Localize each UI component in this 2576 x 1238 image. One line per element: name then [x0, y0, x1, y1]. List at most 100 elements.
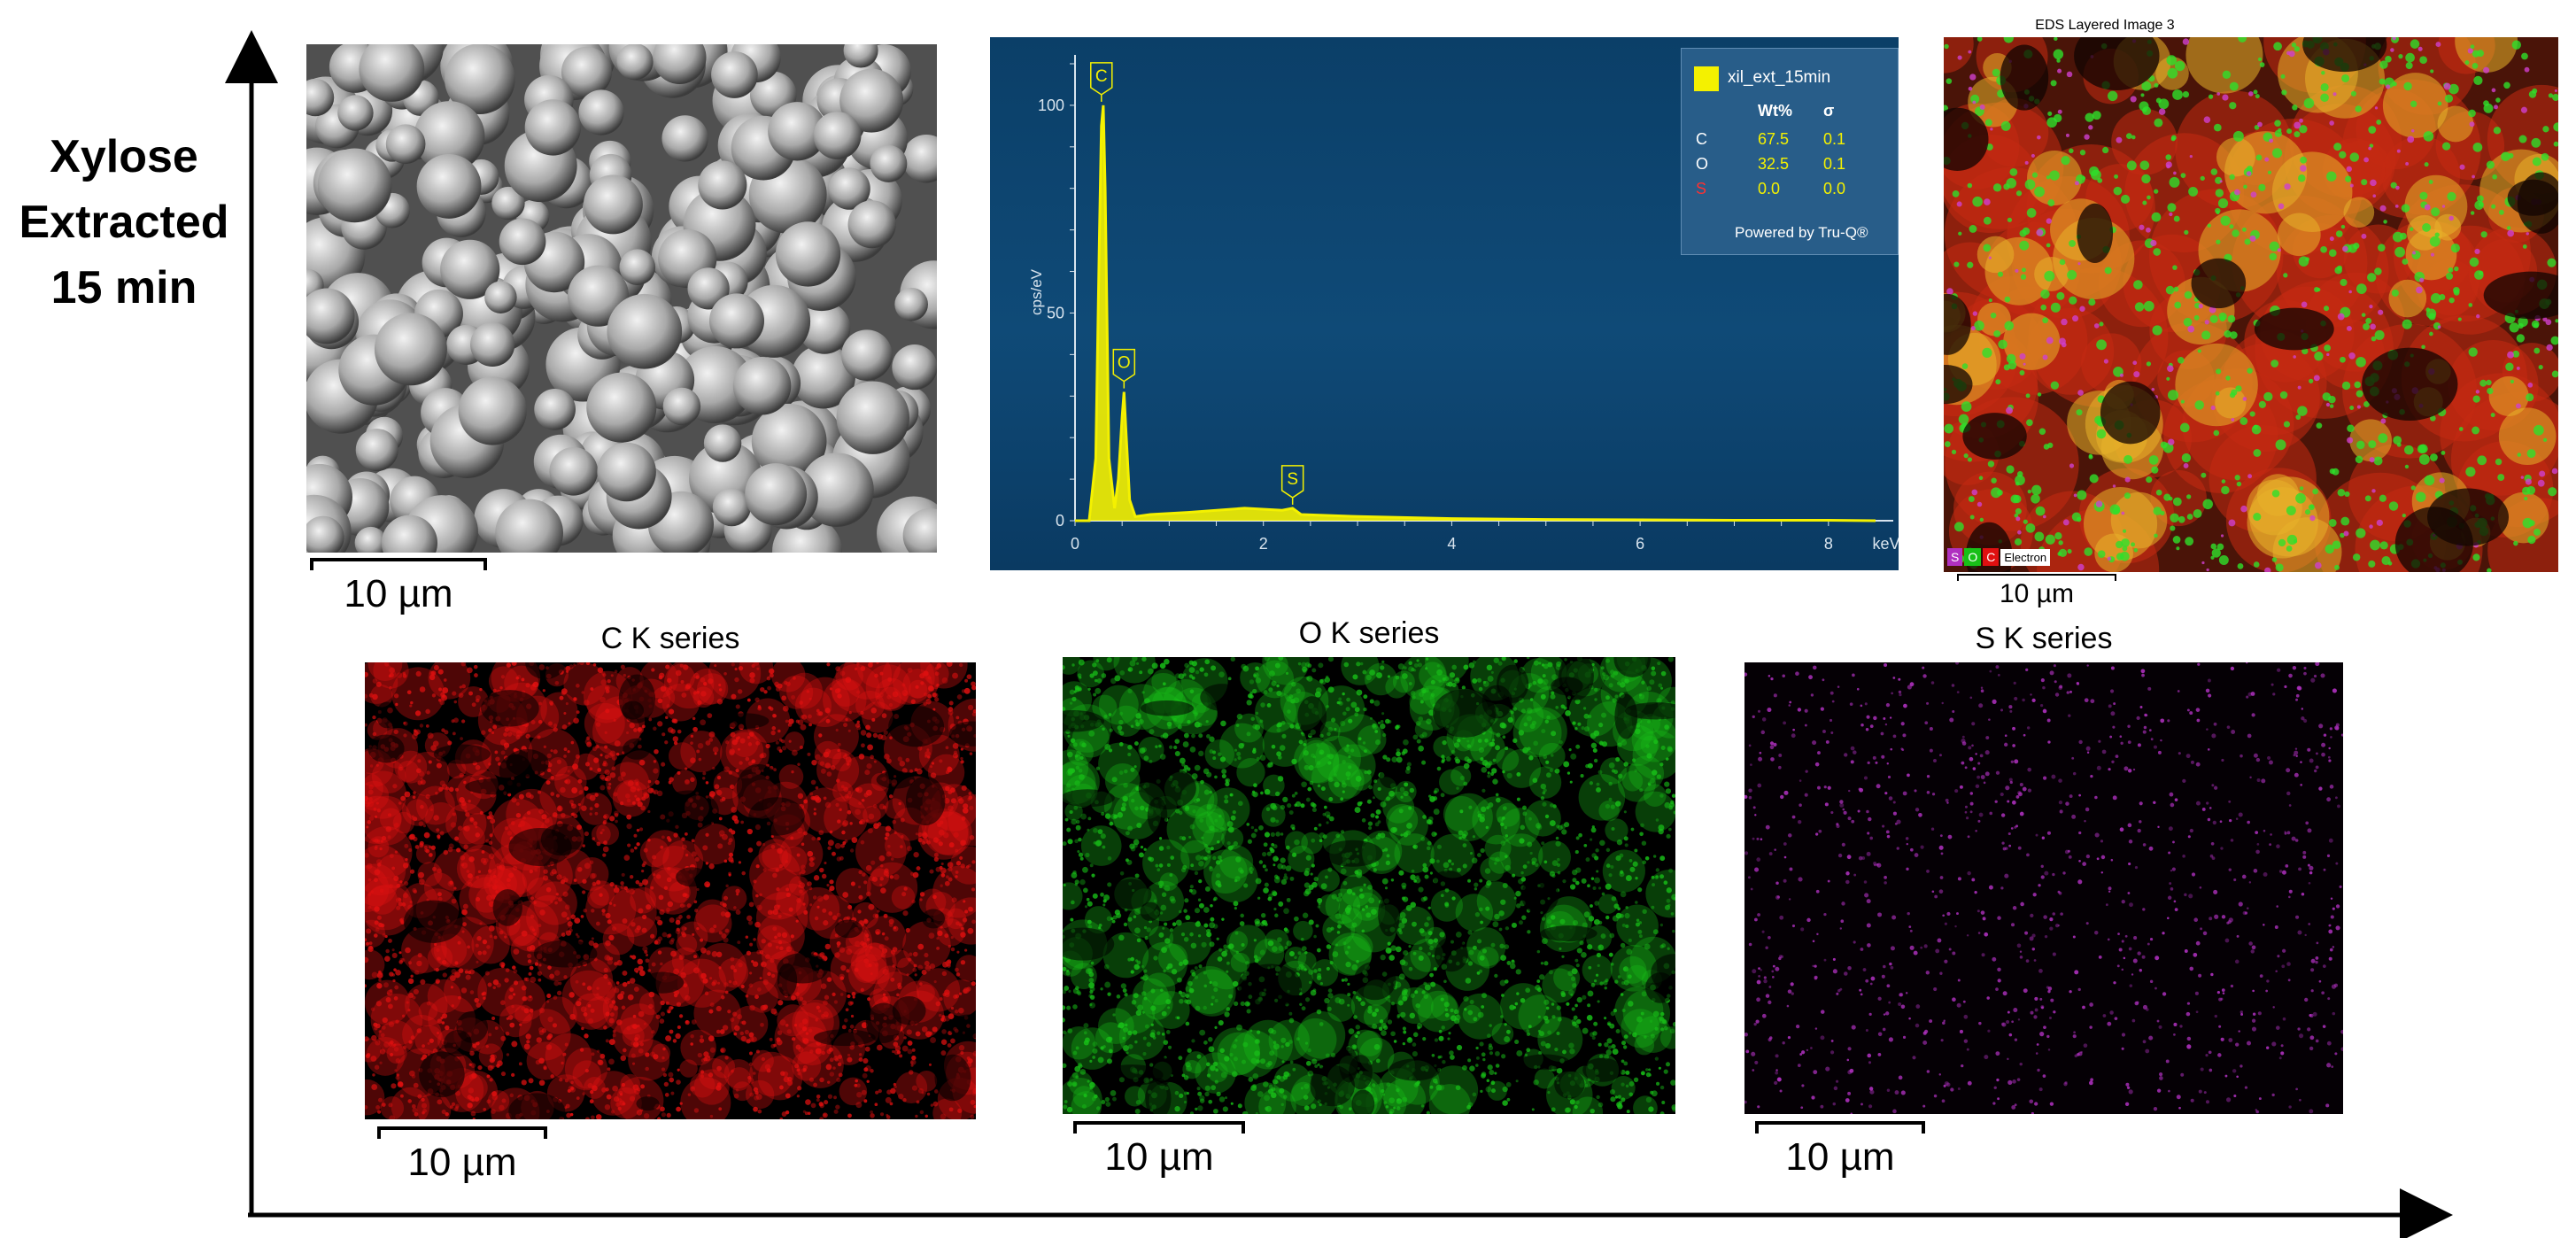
- sem-particle: [902, 508, 937, 553]
- peak-label: O: [1118, 354, 1131, 373]
- sem-scale-bar: 10 µm: [310, 558, 487, 615]
- legend-row-s-element: S: [1696, 180, 1707, 197]
- sem-particle: [374, 313, 447, 386]
- sem-particle: [597, 442, 656, 502]
- map-title-s: S K series: [1975, 622, 2113, 655]
- spectrum-series-line: [1075, 104, 1876, 522]
- sem-particle: [499, 218, 546, 266]
- legend-swatch: [1694, 66, 1719, 91]
- legend-col-wt: Wt%: [1758, 102, 1792, 120]
- map-o-k-series: [1063, 657, 1675, 1114]
- sem-particle: [578, 89, 624, 135]
- sem-particle: [355, 429, 398, 472]
- sem-particle: [841, 329, 893, 381]
- sem-particle: [732, 356, 792, 415]
- sem-particle: [414, 101, 485, 173]
- sem-particle: [484, 281, 517, 313]
- legend-footer: Powered by Tru-Q®: [1735, 224, 1868, 241]
- sem-particle: [711, 51, 758, 98]
- sem-particle: [440, 239, 500, 299]
- sem-particle: [381, 515, 438, 553]
- badge-c: C: [1983, 548, 2000, 566]
- sem-particle: [549, 446, 599, 496]
- map-c-scale-bar: 10 µm: [377, 1126, 547, 1188]
- sem-particle: [306, 288, 355, 344]
- sem-particle: [847, 200, 896, 249]
- spectrum-x-tick-label: 0: [1071, 535, 1079, 553]
- sem-particle: [317, 148, 392, 223]
- legend-row-s-sigma: 0.0: [1823, 180, 1846, 197]
- peak-marker-c: C: [1090, 62, 1113, 102]
- map-c-k-series: [365, 662, 976, 1119]
- spectrum-y-tick-label: 0: [1056, 512, 1064, 530]
- layered-scale-label: 10 µm: [2000, 579, 2074, 608]
- badge-o: O: [1964, 548, 1982, 566]
- sem-particle: [768, 102, 827, 161]
- sem-particle: [534, 388, 576, 430]
- peak-marker-o: O: [1112, 348, 1136, 389]
- sample-label: Xylose Extracted 15 min: [19, 131, 229, 313]
- spectrum-x-tick-label: 4: [1447, 535, 1456, 553]
- layered-image-title: EDS Layered Image 3: [2035, 18, 2175, 33]
- sem-particle: [470, 321, 515, 368]
- spectrum-x-tick-label: 8: [1824, 535, 1833, 553]
- legend-series-name: xil_ext_15min: [1728, 68, 1831, 87]
- sem-particle: [839, 68, 904, 133]
- sem-particle: [616, 44, 654, 81]
- sem-particle: [653, 44, 707, 84]
- sem-particle: [901, 134, 937, 183]
- sem-particle: [843, 44, 878, 68]
- map-title-o: O K series: [1298, 616, 1440, 650]
- map-s-scale-label: 10 µm: [1785, 1135, 1895, 1179]
- sem-particle: [607, 293, 683, 369]
- sem-particle: [586, 372, 657, 443]
- sem-particle: [687, 267, 730, 310]
- spectrum-y-tick-label: 100: [1038, 97, 1064, 114]
- sem-particle: [745, 463, 808, 526]
- legend-row-o-wt: 32.5: [1758, 155, 1790, 173]
- sem-particle: [619, 249, 656, 286]
- legend-row-c-sigma: 0.1: [1823, 130, 1846, 148]
- legend-col-sigma: σ: [1823, 102, 1835, 120]
- legend-row-s-wt: 0.0: [1758, 180, 1781, 197]
- spectrum-legend: xil_ext_15min Wt% σ C 67.5 0.1 O 32.5 0.…: [1681, 48, 1899, 255]
- sem-particle: [703, 424, 742, 462]
- eds-layered-image: S O C Electron: [1944, 37, 2558, 572]
- sem-particle: [775, 221, 841, 287]
- sem-particle: [354, 526, 387, 553]
- sem-particle: [561, 46, 612, 97]
- sem-particle: [524, 99, 581, 156]
- map-title-c: C K series: [600, 622, 740, 655]
- sem-particle: [491, 186, 525, 221]
- spectrum-x-tick-label: 6: [1636, 535, 1644, 553]
- sem-particle: [712, 488, 751, 527]
- sem-particle: [662, 387, 701, 426]
- map-s-k-series: [1744, 662, 2343, 1114]
- sem-particle: [385, 124, 426, 165]
- sem-scale-label: 10 µm: [344, 572, 453, 615]
- layered-scale-bar: 10 µm: [1957, 574, 2116, 613]
- legend-row-c-element: C: [1696, 130, 1707, 148]
- sem-particle: [583, 174, 643, 235]
- spectrum-y-axis-label: cps/eV: [1028, 268, 1045, 315]
- sem-particle: [751, 403, 827, 479]
- badge-s: S: [1947, 548, 1963, 566]
- sem-particle: [836, 381, 910, 454]
- spectrum-y-tick-label: 50: [1047, 304, 1064, 321]
- sem-particle: [495, 499, 563, 553]
- peak-label: C: [1095, 67, 1108, 86]
- sem-particle: [444, 44, 515, 114]
- sem-particle: [813, 112, 862, 159]
- sem-particle: [661, 115, 708, 162]
- sem-particle: [828, 167, 870, 210]
- map-o-scale-bar: 10 µm: [1073, 1121, 1245, 1183]
- peak-label: S: [1287, 470, 1298, 489]
- map-c-scale-label: 10 µm: [407, 1141, 517, 1184]
- map-s-scale-bar: 10 µm: [1755, 1121, 1925, 1183]
- peak-marker-s: S: [1280, 465, 1304, 505]
- layer-badges: S O C Electron: [1947, 545, 2051, 569]
- sem-particle: [798, 302, 851, 354]
- sem-particle: [892, 344, 937, 391]
- spectrum-x-unit: keV: [1872, 535, 1899, 553]
- sem-particle: [791, 344, 855, 409]
